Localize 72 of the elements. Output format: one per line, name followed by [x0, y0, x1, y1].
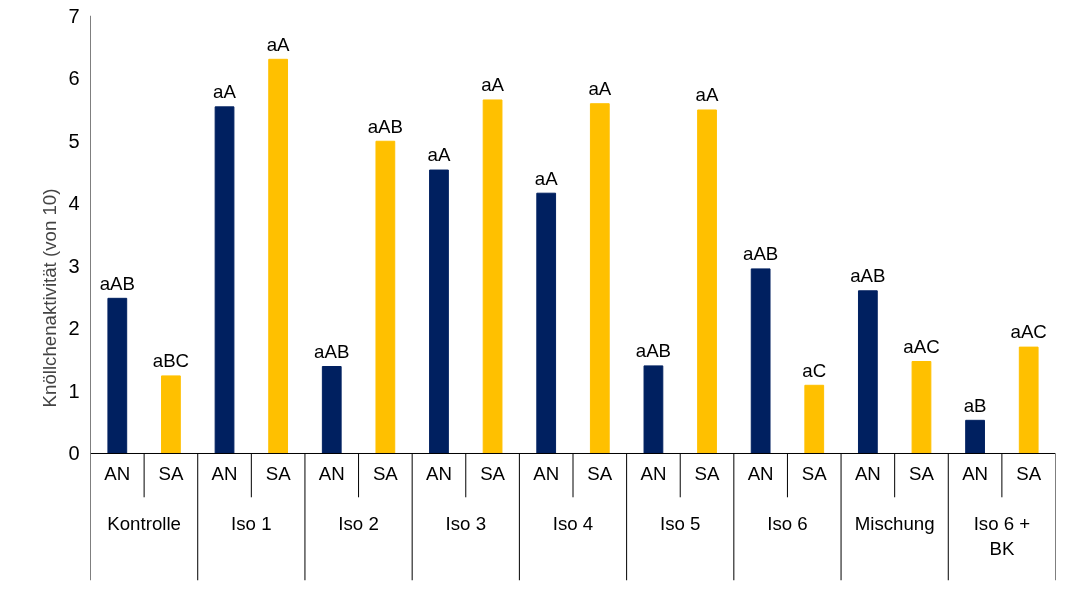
y-tick-label: 1	[68, 379, 80, 402]
x-tick-label: Iso 6	[767, 512, 808, 534]
data-label: aA	[427, 144, 451, 166]
data-label: aAC	[903, 335, 940, 357]
data-label: aA	[266, 33, 291, 55]
x-tick-label: Iso 4	[552, 512, 594, 534]
data-label: aAB	[850, 265, 886, 287]
x-tick-label: Iso 2	[338, 512, 379, 534]
data-label: aAB	[743, 243, 779, 265]
data-label: aC	[802, 359, 827, 381]
bar	[1018, 346, 1039, 454]
series-label: SA	[480, 462, 506, 484]
y-tick-label: 2	[68, 317, 80, 340]
bar	[375, 140, 396, 454]
x-tick-label: Iso 1	[231, 512, 272, 534]
text: SA	[587, 462, 613, 484]
text: SA	[801, 462, 827, 484]
bar	[268, 58, 289, 454]
text: AN	[747, 462, 774, 484]
data-label: aAB	[99, 272, 135, 294]
data-label: aA	[695, 84, 719, 106]
bar	[643, 365, 664, 454]
bar	[482, 99, 503, 454]
text: AN	[854, 462, 881, 484]
bar	[321, 366, 342, 454]
bar	[697, 109, 717, 454]
text: SA	[909, 462, 934, 484]
y-axis-title: Knöllchenaktivität (von 10)	[39, 188, 61, 408]
y-tick-label: 6	[68, 67, 80, 90]
data-label: aA	[588, 78, 612, 100]
x-tick-label: Kontrolle	[107, 512, 181, 534]
bar	[750, 268, 771, 454]
text: AN	[104, 462, 131, 484]
bar	[536, 192, 557, 454]
series-label: AN	[533, 462, 560, 484]
data-label: aAB	[314, 340, 350, 362]
text: AN	[640, 462, 667, 484]
bar	[429, 169, 449, 454]
x-tick-label: Iso 6 + BK	[973, 512, 1031, 559]
y-tick-label: 4	[68, 192, 80, 215]
text: AN	[426, 462, 452, 484]
bar	[911, 361, 932, 454]
data-label: aBC	[152, 350, 190, 372]
bar	[804, 384, 825, 454]
text: SA	[694, 462, 720, 484]
text: AN	[962, 462, 989, 484]
data-label: aA	[213, 81, 237, 103]
bar	[214, 106, 235, 454]
y-tick-label: 3	[68, 254, 80, 277]
data-label: aB	[963, 394, 987, 416]
data-label: aAB	[367, 115, 403, 137]
bar	[589, 103, 610, 454]
data-label: aAB	[635, 340, 672, 362]
y-tick-label: 5	[68, 129, 80, 152]
y-tick-label: 7	[68, 4, 80, 27]
bar	[107, 297, 128, 454]
bar	[857, 290, 878, 454]
text: AN	[211, 462, 238, 484]
x-tick-label: Mischung	[854, 512, 935, 534]
text: SA	[372, 462, 398, 484]
text: AN	[318, 462, 345, 484]
data-label: aA	[481, 74, 505, 96]
data-label: aAC	[1010, 321, 1047, 343]
text: SA	[158, 462, 184, 484]
bar	[161, 375, 181, 454]
text: SA	[1016, 462, 1042, 484]
bar	[965, 419, 985, 454]
x-tick-label: Iso 3	[445, 512, 487, 534]
y-tick-label: 0	[68, 442, 80, 465]
data-label: aA	[534, 167, 559, 189]
x-tick-label: Iso 5	[660, 512, 701, 534]
text: SA	[265, 462, 291, 484]
